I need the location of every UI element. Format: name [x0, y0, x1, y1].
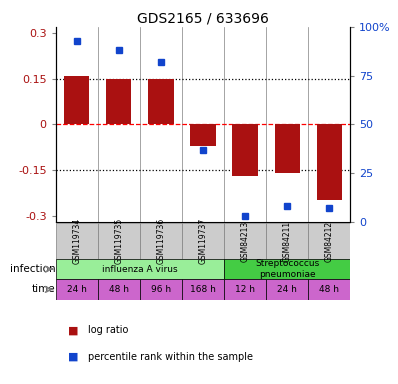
- Bar: [308, 279, 350, 300]
- Text: 24 h: 24 h: [67, 285, 87, 294]
- Text: 96 h: 96 h: [151, 285, 171, 294]
- Bar: [224, 279, 266, 300]
- Text: GSM119737: GSM119737: [199, 218, 207, 264]
- Bar: [98, 223, 140, 259]
- Bar: [316, 124, 342, 200]
- Text: 12 h: 12 h: [235, 285, 255, 294]
- Text: GSM84211: GSM84211: [283, 220, 292, 262]
- Text: 48 h: 48 h: [109, 285, 129, 294]
- Text: GSM84213: GSM84213: [240, 220, 250, 262]
- Bar: [98, 279, 140, 300]
- Bar: [224, 223, 266, 259]
- Bar: [266, 279, 308, 300]
- Bar: [106, 79, 131, 124]
- Text: percentile rank within the sample: percentile rank within the sample: [88, 352, 253, 362]
- Bar: [266, 223, 308, 259]
- Bar: [140, 223, 182, 259]
- Bar: [182, 223, 224, 259]
- Bar: [56, 223, 98, 259]
- Bar: [232, 124, 258, 176]
- Text: ■: ■: [68, 352, 82, 362]
- Text: time: time: [32, 285, 56, 295]
- Bar: [308, 223, 350, 259]
- Text: influenza A virus: influenza A virus: [102, 265, 178, 274]
- Text: GSM119736: GSM119736: [156, 218, 166, 264]
- Text: 24 h: 24 h: [277, 285, 297, 294]
- Text: GSM119734: GSM119734: [72, 218, 81, 264]
- Bar: [182, 279, 224, 300]
- Bar: [148, 79, 174, 124]
- Text: GSM119735: GSM119735: [114, 218, 123, 264]
- Bar: [224, 259, 350, 279]
- Text: Streptococcus
pneumoniae: Streptococcus pneumoniae: [255, 260, 319, 279]
- Text: log ratio: log ratio: [88, 325, 128, 335]
- Text: infection: infection: [10, 264, 56, 274]
- Text: 168 h: 168 h: [190, 285, 216, 294]
- Text: GSM84212: GSM84212: [325, 220, 334, 262]
- Bar: [275, 124, 300, 173]
- Bar: [64, 76, 90, 124]
- Bar: [56, 279, 98, 300]
- Bar: [190, 124, 216, 146]
- Text: 48 h: 48 h: [319, 285, 339, 294]
- Text: ■: ■: [68, 325, 82, 335]
- Bar: [56, 259, 224, 279]
- Bar: [140, 279, 182, 300]
- Title: GDS2165 / 633696: GDS2165 / 633696: [137, 12, 269, 26]
